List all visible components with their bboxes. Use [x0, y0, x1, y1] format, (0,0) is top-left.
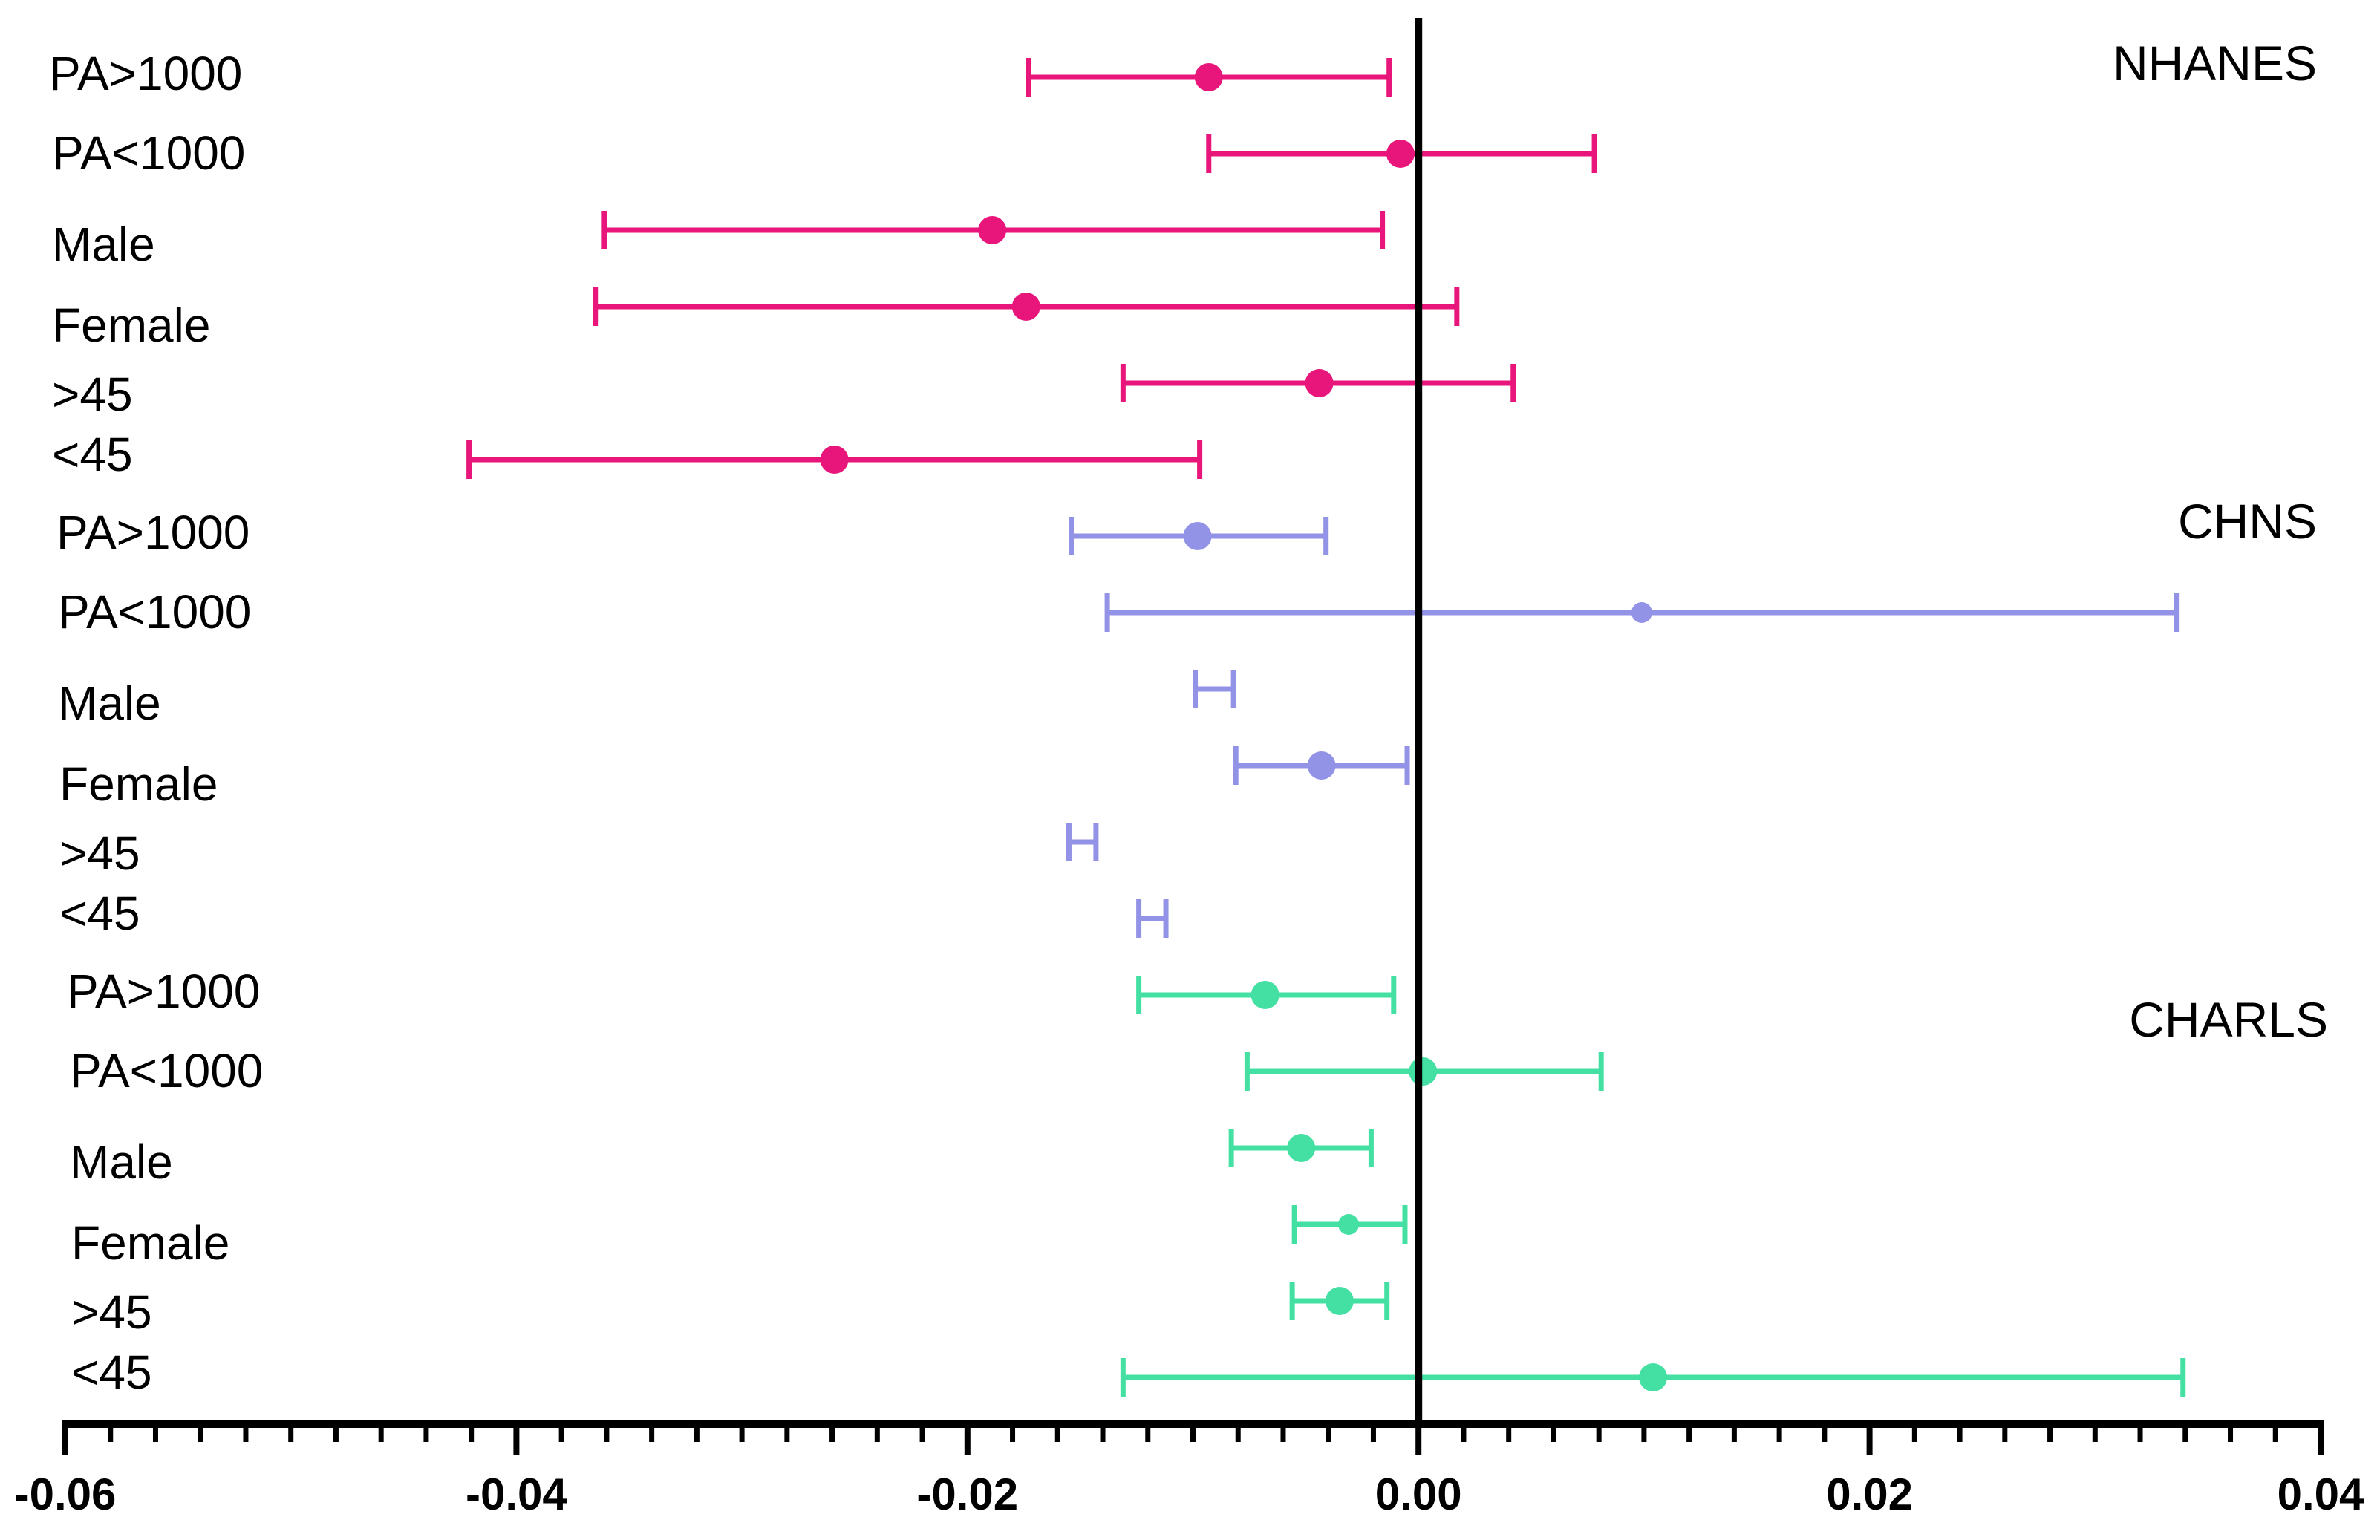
row-label: <45: [52, 428, 133, 481]
row-chns-5: >45: [59, 823, 1099, 880]
point-estimate: [1325, 1287, 1354, 1315]
row-chns-4: Female: [59, 746, 1410, 811]
group-nhanes: NHANES PA>1000 PA<1000 Male Female >45 <45: [49, 36, 2317, 481]
row-label: Male: [52, 218, 155, 271]
row-label: <45: [71, 1345, 152, 1399]
point-estimate: [1183, 522, 1212, 550]
rows-layer: NHANESPA>1000PA<1000MaleFemale>45<45CHNS…: [49, 18, 2328, 1424]
row-label: PA<1000: [70, 1044, 263, 1097]
point-estimate: [1194, 63, 1223, 91]
point-estimate: [1409, 1057, 1438, 1086]
group-chns: CHNS PA>1000 PA<1000 Male Female >45 <45: [56, 494, 2317, 940]
row-nhanes-1: PA>1000: [49, 47, 1392, 100]
row-charls-5: >45: [71, 1282, 1390, 1339]
x-tick-label: -0.06: [15, 1469, 117, 1519]
row-charls-6: <45: [71, 1345, 2186, 1399]
row-label: Female: [59, 757, 218, 811]
x-tick-label: 0.00: [1375, 1469, 1462, 1519]
row-label: PA<1000: [52, 126, 245, 180]
point-estimate: [1386, 140, 1415, 168]
row-nhanes-4: Female: [52, 287, 1460, 352]
row-chns-6: <45: [59, 887, 1169, 940]
row-charls-2: PA<1000: [70, 1044, 1604, 1097]
row-label: PA>1000: [56, 506, 250, 559]
x-tick-label: -0.02: [916, 1469, 1018, 1519]
group-label-chns: CHNS: [2178, 494, 2317, 549]
row-label: >45: [59, 826, 140, 880]
row-label: Female: [71, 1216, 229, 1270]
row-label: >45: [52, 368, 133, 421]
point-estimate: [1251, 981, 1279, 1009]
row-label: Male: [70, 1135, 173, 1189]
x-tick-label: 0.02: [1826, 1469, 1913, 1519]
row-label: PA>1000: [49, 47, 242, 100]
point-estimate: [978, 216, 1007, 244]
point-estimate: [1338, 1214, 1360, 1235]
row-nhanes-5: >45: [52, 364, 1516, 421]
row-nhanes-3: Male: [52, 211, 1386, 271]
row-nhanes-6: <45: [52, 428, 1203, 481]
row-label: PA>1000: [67, 965, 260, 1018]
x-tick-label: -0.04: [466, 1469, 567, 1519]
row-label: Female: [52, 298, 210, 352]
row-chns-3: Male: [58, 670, 1236, 730]
row-charls-4: Female: [71, 1205, 1408, 1270]
x-axis: -0.06 -0.04 -0.02 0.00 0.02 0.04: [15, 1420, 2364, 1519]
point-estimate: [1287, 1134, 1316, 1162]
row-chns-1: PA>1000: [56, 506, 1329, 559]
point-estimate: [820, 446, 849, 474]
point-estimate: [1307, 751, 1336, 780]
group-label-nhanes: NHANES: [2113, 36, 2317, 91]
point-estimate: [1631, 602, 1652, 623]
row-chns-2: PA<1000: [58, 585, 2180, 639]
row-label: PA<1000: [58, 585, 251, 639]
row-label: <45: [59, 887, 140, 940]
x-tick-label: 0.04: [2278, 1469, 2364, 1519]
row-label: >45: [71, 1285, 152, 1339]
group-label-charls: CHARLS: [2129, 992, 2328, 1047]
row-charls-1: PA>1000: [67, 965, 1397, 1018]
row-label: Male: [58, 676, 161, 730]
row-charls-3: Male: [70, 1129, 1374, 1189]
point-estimate: [1011, 293, 1040, 321]
point-estimate: [1305, 369, 1334, 397]
row-nhanes-2: PA<1000: [52, 126, 1597, 180]
point-estimate: [1639, 1363, 1668, 1391]
group-charls: CHARLS PA>1000 PA<1000 Male Female >45 <45: [67, 965, 2328, 1399]
